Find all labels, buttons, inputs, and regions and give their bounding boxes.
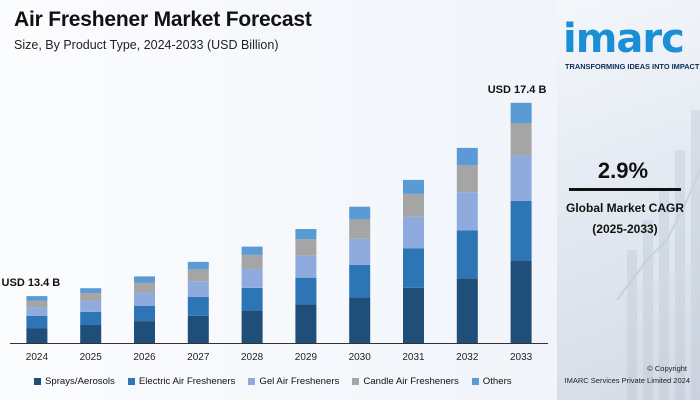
legend-item: Candle Air Fresheners — [352, 376, 459, 387]
bar-segment-2030-candle-air-fresheners — [349, 219, 371, 239]
bar-segment-2026-candle-air-fresheners — [134, 282, 155, 293]
bar-segment-2031-electric-air-fresheners — [403, 248, 424, 288]
legend-label: Gel Air Fresheners — [259, 376, 340, 387]
bar-segment-2025-gel-air-fresheners — [80, 300, 102, 312]
legend-label: Candle Air Fresheners — [363, 376, 459, 387]
legend-item: Electric Air Fresheners — [127, 376, 236, 387]
bar-segment-2027-others — [187, 261, 209, 270]
bar-segment-2027-sprays-aerosols — [187, 315, 209, 343]
cagr-label: Global Market CAGR — [565, 201, 685, 215]
bar-segment-2029-sprays-aerosols — [295, 304, 317, 343]
decorative-background-icon — [616, 110, 700, 400]
bar-segment-2027-gel-air-fresheners — [187, 281, 209, 297]
legend-swatch — [471, 378, 479, 385]
x-tick-label: 2031 — [402, 352, 425, 363]
copyright-company: IMARC Services Private Limited 2024 — [564, 376, 690, 385]
legend-label: Electric Air Fresheners — [138, 376, 236, 387]
bar-segment-2025-others — [80, 288, 102, 293]
chart-legend: Sprays/Aerosols Electric Air Fresheners Ge… — [34, 376, 512, 387]
x-tick-label: 2029 — [295, 352, 318, 363]
bar-segment-2033-electric-air-fresheners — [510, 201, 532, 261]
bar-segment-2033-others — [510, 102, 532, 123]
bar-segment-2029-gel-air-fresheners — [295, 255, 317, 278]
legend-item: Gel Air Fresheners — [248, 376, 339, 387]
bar-segment-2028-sprays-aerosols — [241, 310, 263, 343]
logo-tagline: TRANSFORMING IDEAS INTO IMPACT — [565, 62, 700, 71]
side-panel: imarc TRANSFORMING IDEAS INTO IMPACT 2.9… — [557, 0, 700, 400]
bar-segment-2029-others — [295, 229, 317, 240]
bar-segment-2026-electric-air-fresheners — [134, 305, 155, 321]
chart-title: Air Freshener Market Forecast — [14, 8, 312, 31]
bar-segment-2027-candle-air-fresheners — [187, 269, 209, 282]
bar-segment-2031-candle-air-fresheners — [403, 194, 424, 217]
bar-segment-2028-others — [241, 246, 263, 255]
bar-segment-2033-candle-air-fresheners — [510, 123, 532, 156]
bar-segment-2024-gel-air-fresheners — [26, 307, 48, 316]
bar-segment-2025-electric-air-fresheners — [80, 311, 102, 326]
bar-segment-2028-candle-air-fresheners — [241, 254, 263, 269]
bar-segment-2031-gel-air-fresheners — [403, 216, 424, 249]
bar-segment-2032-electric-air-fresheners — [456, 230, 478, 279]
cagr-divider — [569, 188, 681, 191]
bar-segment-2026-sprays-aerosols — [134, 321, 155, 343]
bar-segment-2030-others — [349, 206, 371, 220]
bar-segment-2033-gel-air-fresheners — [510, 155, 532, 201]
chart-subtitle: Size, By Product Type, 2024-2033 (USD Bi… — [14, 38, 279, 52]
bar-segment-2024-candle-air-fresheners — [26, 300, 48, 308]
value-annotation-2024: USD 13.4 B — [2, 277, 61, 289]
legend-swatch — [248, 378, 256, 385]
imarc-logo: imarc — [563, 16, 685, 62]
legend-item: Others — [471, 376, 512, 387]
legend-swatch — [352, 378, 360, 385]
x-tick-label: 2030 — [349, 352, 372, 363]
legend-item: Sprays/Aerosols — [34, 376, 115, 387]
bar-segment-2031-sprays-aerosols — [403, 287, 424, 343]
bar-segment-2024-electric-air-fresheners — [26, 315, 48, 329]
bar-segment-2028-electric-air-fresheners — [241, 287, 263, 311]
x-tick-label: 2032 — [456, 352, 479, 363]
cagr-value: 2.9% — [597, 158, 649, 183]
bar-segment-2028-gel-air-fresheners — [241, 268, 263, 288]
bar-segment-2030-sprays-aerosols — [349, 297, 371, 343]
bar-segment-2027-electric-air-fresheners — [187, 297, 209, 316]
x-tick-label: 2028 — [241, 352, 264, 363]
bar-segment-2031-others — [403, 179, 424, 194]
x-tick-label: 2027 — [187, 352, 210, 363]
legend-label: Others — [482, 376, 512, 387]
bar-segment-2030-electric-air-fresheners — [349, 265, 371, 298]
bar-segment-2029-electric-air-fresheners — [295, 277, 317, 305]
legend-swatch — [34, 378, 41, 385]
bar-segment-2024-sprays-aerosols — [26, 328, 48, 343]
stacked-bar-chart: 2024 2025 2026 2027 2028 2029 2030 2031 2032 2033… — [2, 84, 548, 363]
x-tick-label: 2025 — [80, 352, 103, 363]
bar-segment-2025-candle-air-fresheners — [80, 293, 102, 301]
bar-segment-2030-gel-air-fresheners — [349, 238, 371, 265]
bar-segment-2032-gel-air-fresheners — [456, 192, 478, 231]
x-tick-label: 2033 — [510, 352, 533, 363]
bar-segment-2024-others — [26, 296, 48, 301]
bar-segment-2032-candle-air-fresheners — [456, 165, 478, 193]
cagr-period: (2025-2033) — [592, 222, 658, 236]
bar-segment-2025-sprays-aerosols — [80, 325, 102, 343]
bar-segment-2026-gel-air-fresheners — [134, 292, 155, 306]
x-tick-label: 2026 — [133, 352, 156, 363]
copyright-notice: © Copyright — [647, 364, 687, 373]
legend-swatch — [127, 378, 135, 385]
value-annotation-2033: USD 17.4 B — [488, 84, 547, 96]
x-tick-label: 2024 — [26, 352, 49, 363]
legend-label: Sprays/Aerosols — [45, 376, 115, 387]
bar-segment-2032-others — [456, 147, 478, 165]
bar-segment-2033-sprays-aerosols — [510, 260, 532, 343]
bar-segment-2026-others — [134, 276, 155, 283]
bar-segment-2032-sprays-aerosols — [456, 278, 478, 343]
bar-segment-2029-candle-air-fresheners — [295, 239, 317, 256]
